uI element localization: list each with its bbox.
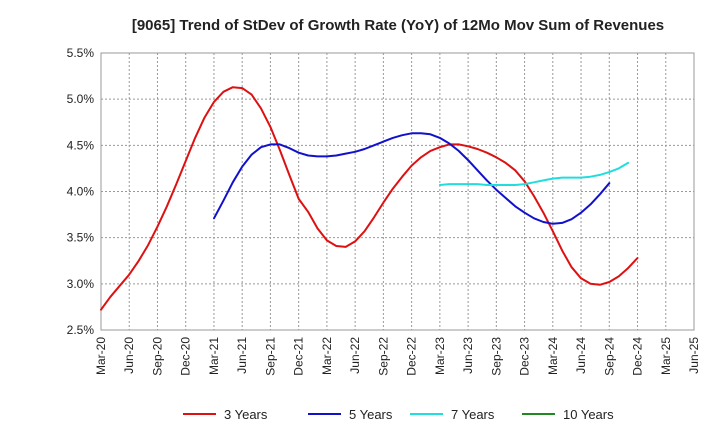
x-tick-label: Jun-20 — [122, 337, 136, 374]
legend-label-10-years: 10 Years — [563, 407, 614, 422]
grid-layer — [100, 52, 695, 331]
x-tick-label: Mar-22 — [320, 337, 334, 375]
x-tick-label: Dec-23 — [518, 337, 532, 376]
legend-label-5-years: 5 Years — [349, 407, 393, 422]
x-tick-label: Sep-23 — [489, 337, 503, 376]
series-line-7-years — [438, 161, 630, 186]
y-tick-label: 3.0% — [67, 277, 95, 291]
series-line-5-years — [213, 132, 611, 225]
series-layer — [100, 86, 639, 311]
x-tick-label: Sep-20 — [150, 337, 164, 376]
x-tick-label: Mar-25 — [659, 337, 673, 375]
x-tick-label: Jun-21 — [235, 337, 249, 374]
x-tick-label: Mar-23 — [433, 337, 447, 375]
x-tick-label: Dec-20 — [179, 337, 193, 376]
x-tick-label: Mar-20 — [94, 337, 108, 375]
x-tick-label: Mar-21 — [207, 337, 221, 375]
x-tick-label: Jun-22 — [348, 337, 362, 374]
x-tick-label: Dec-22 — [405, 337, 419, 376]
x-tick-label: Dec-24 — [631, 337, 645, 376]
legend: 3 Years 5 Years 7 Years 10 Years — [183, 407, 614, 422]
x-tick-label: Jun-23 — [461, 337, 475, 374]
y-tick-label: 2.5% — [67, 323, 95, 337]
x-tick-label: Sep-22 — [376, 337, 390, 376]
y-tick-label: 5.0% — [67, 92, 95, 106]
legend-label-3-years: 3 Years — [224, 407, 268, 422]
y-tick-label: 3.5% — [67, 231, 95, 245]
x-tick-label: Sep-21 — [263, 337, 277, 376]
y-tick-label: 5.5% — [67, 46, 95, 60]
chart-title: [9065] Trend of StDev of Growth Rate (Yo… — [132, 17, 664, 34]
x-tick-label: Mar-24 — [546, 337, 560, 375]
x-tick-label: Jun-24 — [574, 337, 588, 374]
legend-label-7-years: 7 Years — [451, 407, 495, 422]
axis-layer: Mar-20 Jun-20 Sep-20 Dec-20 Mar-21 Jun-21 Sep-… — [67, 46, 701, 376]
y-tick-label: 4.0% — [67, 185, 95, 199]
x-tick-label: Dec-21 — [292, 337, 306, 376]
x-tick-label: Jun-25 — [687, 337, 701, 374]
x-tick-label: Sep-24 — [602, 337, 616, 376]
y-tick-label: 4.5% — [67, 138, 95, 152]
